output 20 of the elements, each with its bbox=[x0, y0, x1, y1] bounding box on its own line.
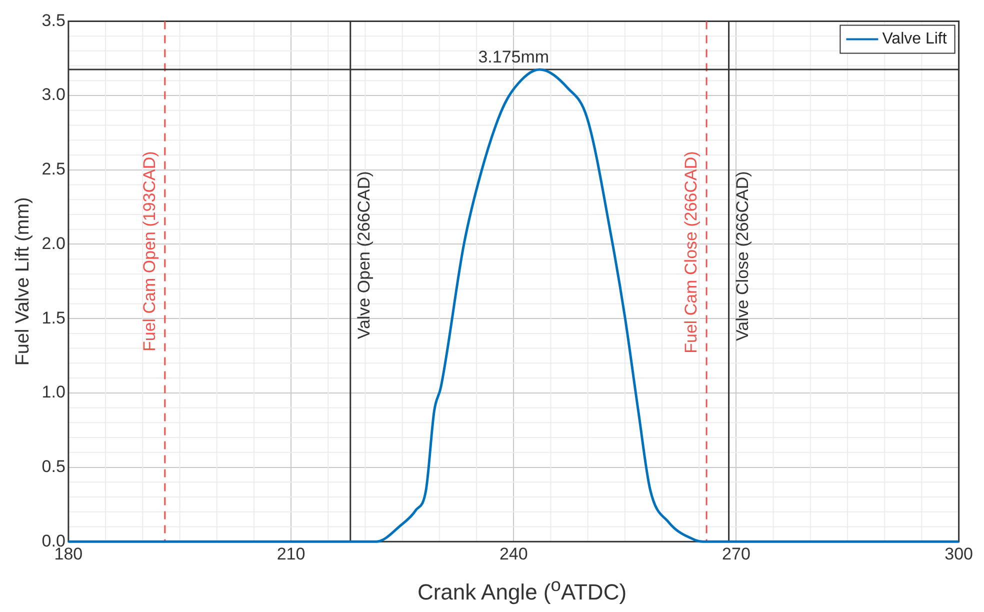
ref-line-label: Valve Open (266CAD) bbox=[354, 171, 374, 340]
y-axis-title: Fuel Valve Lift (mm) bbox=[12, 197, 34, 366]
x-tick-label: 210 bbox=[276, 544, 306, 564]
x-axis-title: Crank Angle ($^{o}$ATDC) bbox=[416, 574, 628, 606]
line-series bbox=[67, 68, 960, 543]
y-tick-label: 1.0 bbox=[42, 382, 66, 402]
y-tick-label: 2.0 bbox=[42, 234, 66, 253]
y-tick-label: 1.5 bbox=[42, 308, 66, 328]
legend-label: Valve Lift bbox=[882, 30, 948, 48]
x-tick-label: 240 bbox=[499, 544, 528, 564]
ref-line-label: 3.175mm bbox=[478, 48, 550, 67]
ref-line-label: Valve Close (266CAD) bbox=[732, 171, 752, 341]
x-tick-label: 300 bbox=[944, 544, 974, 564]
y-tick-label: 3.5 bbox=[42, 10, 66, 30]
ref-line-label: Fuel Cam Open (193CAD) bbox=[140, 151, 160, 352]
x-tick-label: 270 bbox=[722, 544, 750, 564]
ref-line-label: Fuel Cam Close (266CAD) bbox=[682, 151, 701, 354]
y-tick-label: 3.0 bbox=[42, 85, 66, 104]
y-tick-label: 2.5 bbox=[42, 160, 66, 179]
y-tick-label: 0.5 bbox=[42, 456, 66, 476]
